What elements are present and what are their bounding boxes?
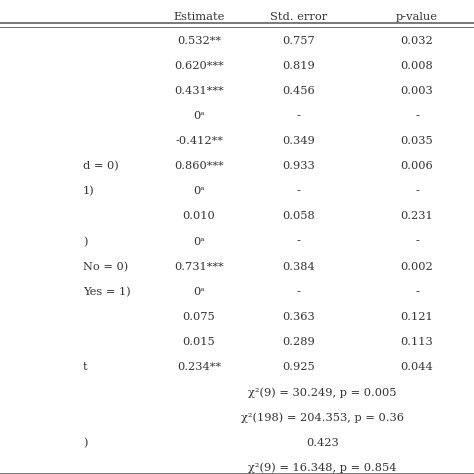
Text: 0.289: 0.289: [282, 337, 315, 347]
Text: 0.349: 0.349: [282, 136, 315, 146]
Text: 0.757: 0.757: [282, 36, 315, 46]
Text: 0ᵃ: 0ᵃ: [193, 237, 205, 246]
Text: 0.431***: 0.431***: [174, 86, 224, 96]
Text: χ²(9) = 30.249, p = 0.005: χ²(9) = 30.249, p = 0.005: [248, 387, 397, 398]
Text: 0ᵃ: 0ᵃ: [193, 111, 205, 121]
Text: -: -: [297, 111, 301, 121]
Text: p-value: p-value: [396, 12, 438, 22]
Text: -: -: [297, 237, 301, 246]
Text: -: -: [297, 287, 301, 297]
Text: 0.363: 0.363: [282, 312, 315, 322]
Text: 0.010: 0.010: [182, 211, 216, 221]
Text: 0.044: 0.044: [401, 362, 434, 372]
Text: 0.006: 0.006: [401, 161, 434, 171]
Text: No = 0): No = 0): [83, 262, 128, 272]
Text: 0.925: 0.925: [282, 362, 315, 372]
Text: 0.231: 0.231: [401, 211, 434, 221]
Text: ): ): [83, 237, 87, 247]
Text: d = 0): d = 0): [83, 161, 118, 172]
Text: -: -: [297, 186, 301, 196]
Text: Std. error: Std. error: [270, 12, 327, 22]
Text: -: -: [415, 287, 419, 297]
Text: Estimate: Estimate: [173, 12, 225, 22]
Text: t: t: [83, 362, 88, 372]
Text: 0.620***: 0.620***: [174, 61, 224, 71]
Text: -: -: [415, 237, 419, 246]
Text: -0.412**: -0.412**: [175, 136, 223, 146]
Text: 0.819: 0.819: [282, 61, 315, 71]
Text: 0.731***: 0.731***: [174, 262, 224, 272]
Text: χ²(9) = 16.348, p = 0.854: χ²(9) = 16.348, p = 0.854: [248, 463, 397, 473]
Text: 0.075: 0.075: [182, 312, 216, 322]
Text: 0.113: 0.113: [401, 337, 434, 347]
Text: 0.008: 0.008: [401, 61, 434, 71]
Text: -: -: [415, 111, 419, 121]
Text: 0.456: 0.456: [282, 86, 315, 96]
Text: 0.035: 0.035: [401, 136, 434, 146]
Text: 0ᵃ: 0ᵃ: [193, 287, 205, 297]
Text: 0.003: 0.003: [401, 86, 434, 96]
Text: 0ᵃ: 0ᵃ: [193, 186, 205, 196]
Text: 0.860***: 0.860***: [174, 161, 224, 171]
Text: 0.002: 0.002: [401, 262, 434, 272]
Text: ): ): [83, 438, 87, 448]
Text: χ²(198) = 204.353, p = 0.36: χ²(198) = 204.353, p = 0.36: [241, 412, 404, 423]
Text: 0.015: 0.015: [182, 337, 216, 347]
Text: 0.032: 0.032: [401, 36, 434, 46]
Text: 0.933: 0.933: [282, 161, 315, 171]
Text: 1): 1): [83, 186, 95, 197]
Text: 0.384: 0.384: [282, 262, 315, 272]
Text: 0.121: 0.121: [401, 312, 434, 322]
Text: 0.058: 0.058: [282, 211, 315, 221]
Text: 0.423: 0.423: [306, 438, 339, 447]
Text: 0.532**: 0.532**: [177, 36, 221, 46]
Text: Yes = 1): Yes = 1): [83, 287, 131, 297]
Text: 0.234**: 0.234**: [177, 362, 221, 372]
Text: -: -: [415, 186, 419, 196]
